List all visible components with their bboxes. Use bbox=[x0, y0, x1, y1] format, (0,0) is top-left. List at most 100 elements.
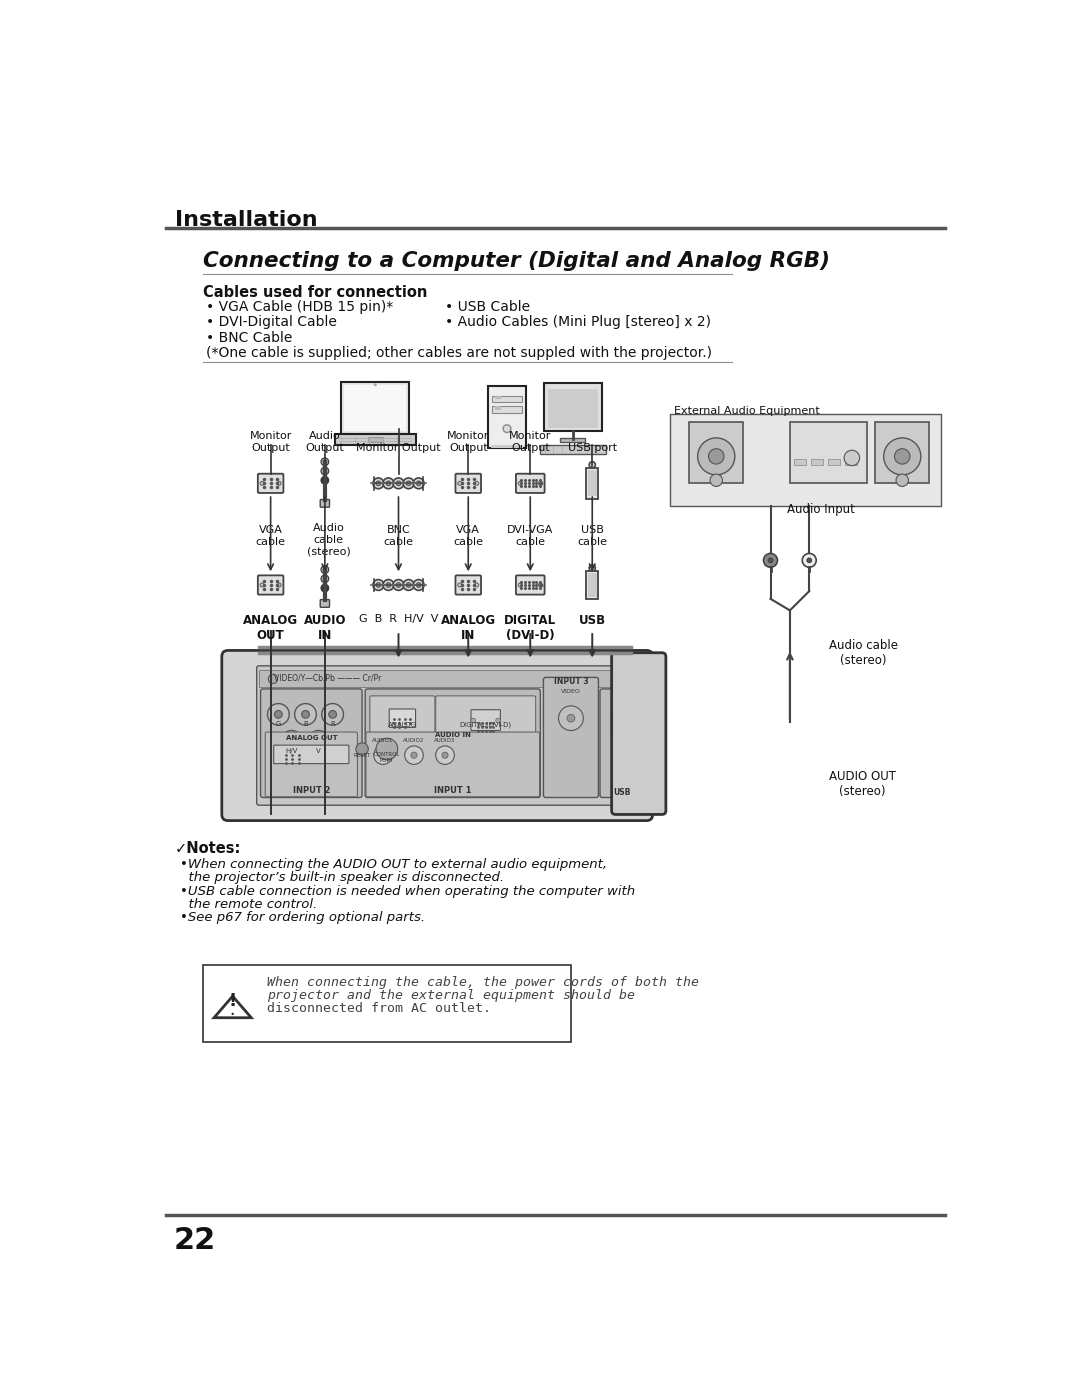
FancyBboxPatch shape bbox=[456, 576, 481, 595]
FancyBboxPatch shape bbox=[611, 652, 666, 814]
Circle shape bbox=[268, 675, 278, 683]
Text: RESET: RESET bbox=[353, 753, 370, 759]
FancyBboxPatch shape bbox=[490, 444, 524, 448]
Circle shape bbox=[883, 437, 921, 475]
Circle shape bbox=[387, 583, 391, 587]
Text: B: B bbox=[303, 721, 308, 728]
Text: BNC
cable: BNC cable bbox=[383, 525, 414, 546]
FancyBboxPatch shape bbox=[266, 732, 357, 796]
Circle shape bbox=[322, 704, 343, 725]
Text: (*One cable is supplied; other cables are not suppled with the projector.): (*One cable is supplied; other cables ar… bbox=[206, 346, 713, 360]
Circle shape bbox=[503, 425, 511, 433]
Circle shape bbox=[231, 1013, 233, 1016]
Text: • DVI-Digital Cable: • DVI-Digital Cable bbox=[206, 316, 337, 330]
Text: INPUT 1: INPUT 1 bbox=[434, 787, 472, 795]
Polygon shape bbox=[214, 996, 252, 1018]
FancyBboxPatch shape bbox=[600, 689, 644, 798]
Circle shape bbox=[567, 714, 575, 722]
FancyBboxPatch shape bbox=[811, 458, 823, 465]
Circle shape bbox=[321, 467, 328, 475]
Circle shape bbox=[496, 718, 500, 722]
Circle shape bbox=[590, 462, 595, 468]
Text: ANALOG: ANALOG bbox=[388, 722, 417, 728]
FancyBboxPatch shape bbox=[492, 407, 522, 412]
Text: G  B  R  H/V  V: G B R H/V V bbox=[359, 615, 438, 624]
Text: USB: USB bbox=[613, 788, 631, 796]
Circle shape bbox=[321, 576, 328, 583]
Text: ANALOG OUT: ANALOG OUT bbox=[285, 735, 337, 742]
Circle shape bbox=[406, 481, 410, 486]
Text: • Audio Cables (Mini Plug [stereo] x 2): • Audio Cables (Mini Plug [stereo] x 2) bbox=[445, 316, 711, 330]
Circle shape bbox=[321, 458, 328, 465]
FancyBboxPatch shape bbox=[258, 576, 283, 595]
Text: USB
cable: USB cable bbox=[577, 525, 607, 546]
FancyBboxPatch shape bbox=[321, 500, 329, 507]
Circle shape bbox=[396, 583, 401, 587]
FancyBboxPatch shape bbox=[828, 458, 840, 465]
Circle shape bbox=[274, 711, 282, 718]
FancyBboxPatch shape bbox=[875, 422, 930, 483]
Circle shape bbox=[458, 583, 461, 587]
Circle shape bbox=[396, 481, 401, 486]
Text: H/V: H/V bbox=[285, 749, 298, 754]
Circle shape bbox=[376, 481, 380, 486]
Text: Monitor Output: Monitor Output bbox=[356, 443, 441, 453]
Text: DVI-VGA
cable: DVI-VGA cable bbox=[508, 525, 553, 546]
FancyBboxPatch shape bbox=[670, 414, 941, 507]
Circle shape bbox=[295, 704, 316, 725]
FancyBboxPatch shape bbox=[586, 468, 598, 499]
Circle shape bbox=[590, 564, 595, 571]
Circle shape bbox=[416, 481, 421, 486]
Text: !: ! bbox=[229, 992, 237, 1010]
Circle shape bbox=[845, 450, 860, 465]
Text: • VGA Cable (HDB 15 pin)*: • VGA Cable (HDB 15 pin)* bbox=[206, 300, 393, 314]
Circle shape bbox=[321, 566, 328, 573]
Text: AUDIO2: AUDIO2 bbox=[403, 738, 424, 743]
Text: When connecting the cable, the power cords of both the: When connecting the cable, the power cor… bbox=[267, 977, 699, 989]
Circle shape bbox=[373, 478, 383, 489]
FancyBboxPatch shape bbox=[586, 571, 598, 599]
FancyBboxPatch shape bbox=[203, 964, 571, 1042]
Text: External Audio Equipment: External Audio Equipment bbox=[674, 407, 820, 416]
Text: the remote control.: the remote control. bbox=[180, 898, 318, 911]
FancyBboxPatch shape bbox=[260, 689, 362, 798]
Circle shape bbox=[383, 580, 394, 591]
Circle shape bbox=[698, 437, 734, 475]
Text: AUDIO1: AUDIO1 bbox=[373, 738, 394, 743]
Text: disconnected from AC outlet.: disconnected from AC outlet. bbox=[267, 1002, 490, 1016]
Text: ANALOG
OUT: ANALOG OUT bbox=[243, 615, 298, 643]
Circle shape bbox=[764, 553, 778, 567]
Text: DIGITAL(DVI-D): DIGITAL(DVI-D) bbox=[460, 722, 512, 728]
Circle shape bbox=[281, 731, 302, 752]
FancyBboxPatch shape bbox=[548, 390, 598, 427]
FancyBboxPatch shape bbox=[321, 599, 329, 608]
Text: AUDIO3: AUDIO3 bbox=[434, 738, 456, 743]
Text: VIDEO/Y—Cb,Pb ——— Cr/Pr: VIDEO/Y—Cb,Pb ——— Cr/Pr bbox=[274, 675, 382, 683]
Text: Audio
Output: Audio Output bbox=[306, 430, 345, 453]
Text: Monitor
Output: Monitor Output bbox=[447, 430, 489, 453]
Text: ✓Notes:: ✓Notes: bbox=[175, 841, 242, 856]
FancyBboxPatch shape bbox=[259, 671, 623, 687]
FancyBboxPatch shape bbox=[543, 678, 598, 798]
Circle shape bbox=[414, 478, 424, 489]
Text: INPUT 2: INPUT 2 bbox=[293, 787, 330, 795]
Circle shape bbox=[260, 482, 264, 485]
FancyBboxPatch shape bbox=[367, 437, 383, 441]
Circle shape bbox=[458, 482, 461, 485]
FancyBboxPatch shape bbox=[588, 471, 597, 496]
FancyBboxPatch shape bbox=[845, 458, 858, 465]
Circle shape bbox=[403, 478, 414, 489]
Text: •USB cable connection is needed when operating the computer with: •USB cable connection is needed when ope… bbox=[180, 884, 635, 897]
Text: AUDIO IN: AUDIO IN bbox=[435, 732, 471, 738]
FancyBboxPatch shape bbox=[689, 422, 743, 483]
Circle shape bbox=[328, 711, 337, 718]
Text: R: R bbox=[330, 721, 335, 728]
Text: 22: 22 bbox=[174, 1227, 216, 1256]
Text: AUDIO OUT
(stereo): AUDIO OUT (stereo) bbox=[828, 770, 895, 798]
Circle shape bbox=[518, 583, 522, 587]
FancyBboxPatch shape bbox=[435, 696, 536, 733]
Circle shape bbox=[471, 718, 475, 722]
Circle shape bbox=[287, 738, 296, 745]
Circle shape bbox=[373, 580, 383, 591]
FancyBboxPatch shape bbox=[516, 576, 544, 595]
